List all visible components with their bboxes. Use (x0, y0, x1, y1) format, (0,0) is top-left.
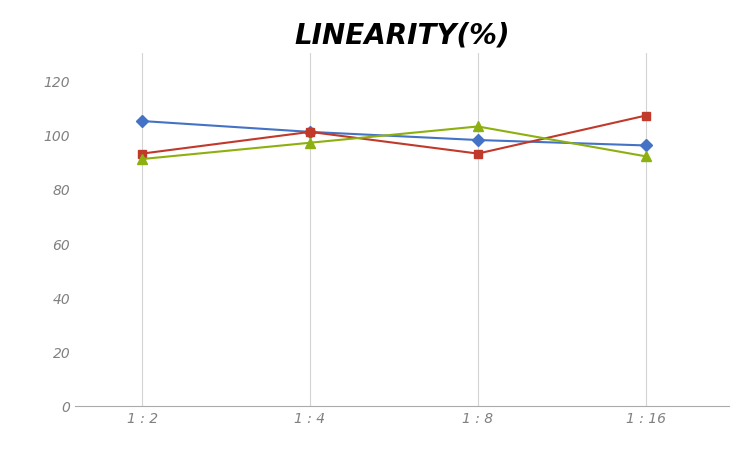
Line: EDTA plasma (n=5): EDTA plasma (n=5) (138, 112, 650, 158)
Serum (n=5) (138, 119, 147, 124)
Line: Cell culture media (n=5): Cell culture media (n=5) (138, 122, 650, 165)
EDTA plasma (n=5) (641, 114, 650, 119)
EDTA plasma (n=5) (138, 152, 147, 157)
Cell culture media (n=5) (473, 124, 482, 130)
Line: Serum (n=5): Serum (n=5) (138, 118, 650, 150)
Serum (n=5) (473, 138, 482, 143)
Serum (n=5) (641, 143, 650, 149)
Cell culture media (n=5) (138, 157, 147, 162)
Cell culture media (n=5) (305, 141, 314, 146)
Serum (n=5) (305, 130, 314, 135)
EDTA plasma (n=5) (305, 130, 314, 135)
Cell culture media (n=5) (641, 154, 650, 160)
Title: LINEARITY(%): LINEARITY(%) (295, 21, 510, 49)
EDTA plasma (n=5) (473, 152, 482, 157)
